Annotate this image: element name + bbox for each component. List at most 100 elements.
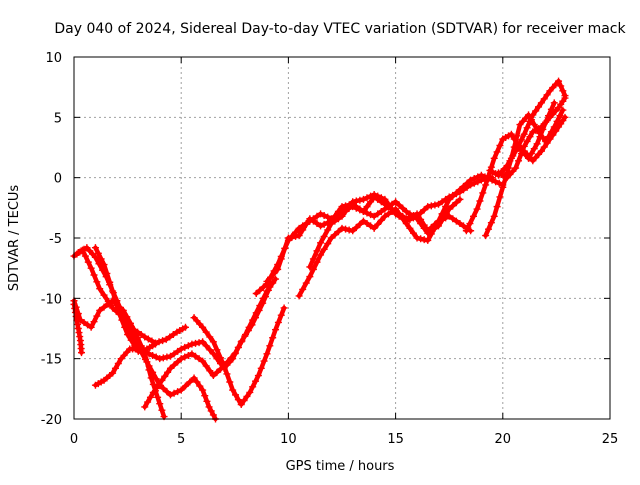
data-point-marker bbox=[97, 255, 105, 263]
data-point-marker bbox=[260, 357, 268, 365]
data-point-marker bbox=[93, 312, 101, 320]
data-point-marker bbox=[313, 220, 321, 228]
data-point-marker bbox=[232, 391, 240, 399]
data-point-marker bbox=[449, 215, 457, 223]
data-point-marker bbox=[529, 111, 537, 119]
data-point-marker bbox=[561, 94, 569, 102]
data-point-marker bbox=[492, 178, 500, 186]
data-point-marker bbox=[384, 210, 392, 218]
data-point-marker bbox=[406, 224, 414, 232]
data-point-marker bbox=[456, 188, 464, 196]
data-point-marker bbox=[141, 333, 149, 341]
data-point-marker bbox=[377, 216, 385, 224]
data-point-marker bbox=[188, 350, 196, 358]
data-point-marker bbox=[181, 382, 189, 390]
data-point-marker bbox=[281, 244, 289, 252]
data-point-marker bbox=[274, 318, 282, 326]
series-line bbox=[483, 107, 566, 238]
data-point-marker bbox=[438, 215, 446, 223]
data-point-marker bbox=[163, 353, 171, 361]
data-point-marker bbox=[199, 323, 207, 331]
data-point-marker bbox=[338, 224, 346, 232]
series-line bbox=[487, 78, 568, 178]
x-tick-label: 25 bbox=[602, 432, 619, 447]
data-point-marker bbox=[170, 361, 178, 369]
data-point-marker bbox=[288, 233, 296, 241]
data-point-marker bbox=[482, 181, 490, 189]
data-point-marker bbox=[249, 383, 257, 391]
data-point-marker bbox=[342, 207, 350, 215]
data-point-marker bbox=[75, 329, 83, 337]
data-point-marker bbox=[493, 203, 501, 211]
data-point-marker bbox=[190, 374, 198, 382]
data-point-marker bbox=[272, 326, 280, 334]
data-point-marker bbox=[302, 279, 310, 287]
data-point-marker bbox=[74, 310, 82, 318]
data-point-marker bbox=[490, 154, 498, 162]
data-point-marker bbox=[392, 198, 400, 206]
data-point-marker bbox=[213, 346, 221, 354]
data-point-marker bbox=[170, 389, 178, 397]
data-point-marker bbox=[195, 355, 203, 363]
data-point-marker bbox=[137, 331, 145, 339]
data-point-marker bbox=[96, 285, 104, 293]
data-point-marker bbox=[338, 212, 346, 220]
data-point-marker bbox=[496, 141, 504, 149]
y-tick-label: 0 bbox=[54, 172, 62, 187]
data-point-marker bbox=[84, 258, 92, 266]
data-point-marker bbox=[377, 207, 385, 215]
data-point-marker bbox=[272, 275, 280, 283]
data-point-marker bbox=[442, 203, 450, 211]
data-point-marker bbox=[331, 217, 339, 225]
data-point-marker bbox=[338, 203, 346, 211]
data-point-marker bbox=[537, 99, 545, 107]
data-point-marker bbox=[256, 286, 264, 294]
y-tick-label: 5 bbox=[54, 111, 62, 126]
data-point-marker bbox=[148, 337, 156, 345]
data-point-marker bbox=[141, 355, 149, 363]
data-point-marker bbox=[144, 398, 152, 406]
data-point-marker bbox=[249, 316, 257, 324]
data-point-marker bbox=[470, 179, 478, 187]
data-point-marker bbox=[549, 131, 557, 139]
data-point-marker bbox=[349, 227, 357, 235]
series-track-7 bbox=[141, 275, 280, 411]
data-point-marker bbox=[226, 378, 234, 386]
data-point-marker bbox=[203, 397, 211, 405]
data-point-marker bbox=[559, 106, 567, 114]
data-point-marker bbox=[166, 391, 174, 399]
data-point-marker bbox=[263, 350, 271, 358]
data-point-marker bbox=[193, 378, 201, 386]
data-point-marker bbox=[96, 306, 104, 314]
data-point-marker bbox=[93, 278, 101, 286]
data-point-marker bbox=[466, 220, 474, 228]
data-point-marker bbox=[138, 347, 146, 355]
data-point-marker bbox=[181, 323, 189, 331]
data-point-marker bbox=[313, 212, 321, 220]
data-point-marker bbox=[78, 349, 86, 357]
data-point-marker bbox=[449, 191, 457, 199]
data-point-marker bbox=[352, 224, 360, 232]
data-point-marker bbox=[277, 311, 285, 319]
data-point-marker bbox=[420, 206, 428, 214]
data-points bbox=[70, 77, 569, 423]
data-point-marker bbox=[352, 197, 360, 205]
y-tick-label: -15 bbox=[41, 353, 62, 368]
data-point-marker bbox=[495, 179, 503, 187]
data-point-marker bbox=[320, 232, 328, 240]
data-point-marker bbox=[202, 342, 210, 350]
data-point-marker bbox=[320, 220, 328, 228]
data-point-marker bbox=[543, 91, 551, 99]
data-point-marker bbox=[342, 225, 350, 233]
data-point-marker bbox=[217, 365, 225, 373]
data-point-marker bbox=[158, 406, 166, 414]
data-point-marker bbox=[370, 212, 378, 220]
data-point-marker bbox=[449, 202, 457, 210]
data-point-marker bbox=[156, 400, 164, 408]
data-point-marker bbox=[191, 352, 199, 360]
data-point-marker bbox=[413, 234, 421, 242]
data-point-marker bbox=[164, 368, 172, 376]
data-point-marker bbox=[274, 265, 282, 273]
data-point-marker bbox=[121, 323, 129, 331]
x-tick-label: 15 bbox=[387, 432, 404, 447]
